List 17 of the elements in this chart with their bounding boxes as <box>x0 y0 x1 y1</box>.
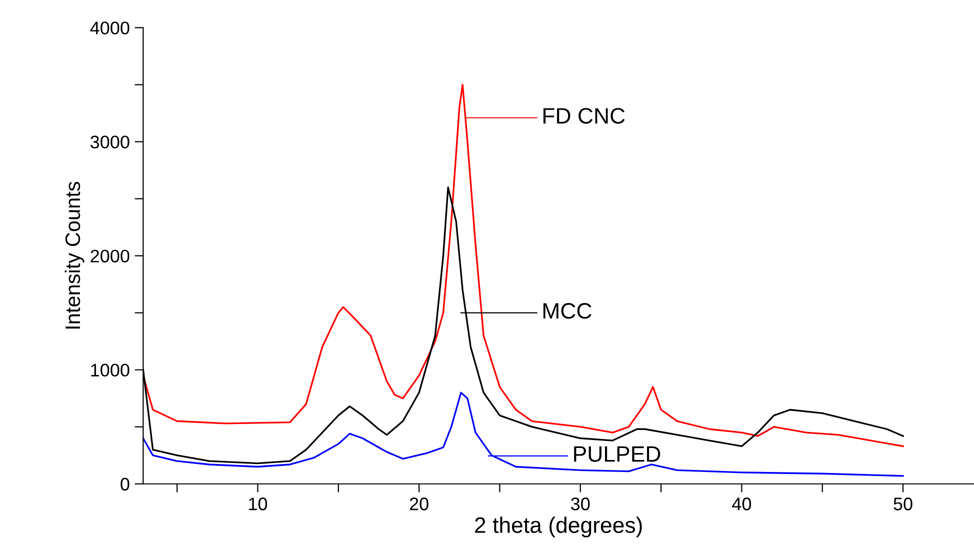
legend-label: MCC <box>543 303 592 319</box>
x-tick-label: 10 <box>249 498 268 510</box>
x-tick-label: 40 <box>732 498 752 510</box>
x-tick-label: 30 <box>571 498 590 510</box>
y-tick-label: 2000 <box>90 250 130 262</box>
x-tick-label: 20 <box>410 498 428 510</box>
x-axis-title: 2 theta (degrees) <box>475 516 642 538</box>
legend-label: PULPED <box>574 446 660 462</box>
x-tick-label: 50 <box>894 498 912 510</box>
y-tick-label: 1000 <box>91 364 130 377</box>
y-tick-label: 0 <box>120 478 130 491</box>
legend-label: FD CNC <box>543 108 625 124</box>
line-series <box>143 84 904 448</box>
y-tick-label: 4000 <box>90 22 130 34</box>
line-series <box>143 392 904 477</box>
y-axis-title: Intensity Counts <box>64 182 84 329</box>
y-tick-label: 3000 <box>90 136 130 148</box>
